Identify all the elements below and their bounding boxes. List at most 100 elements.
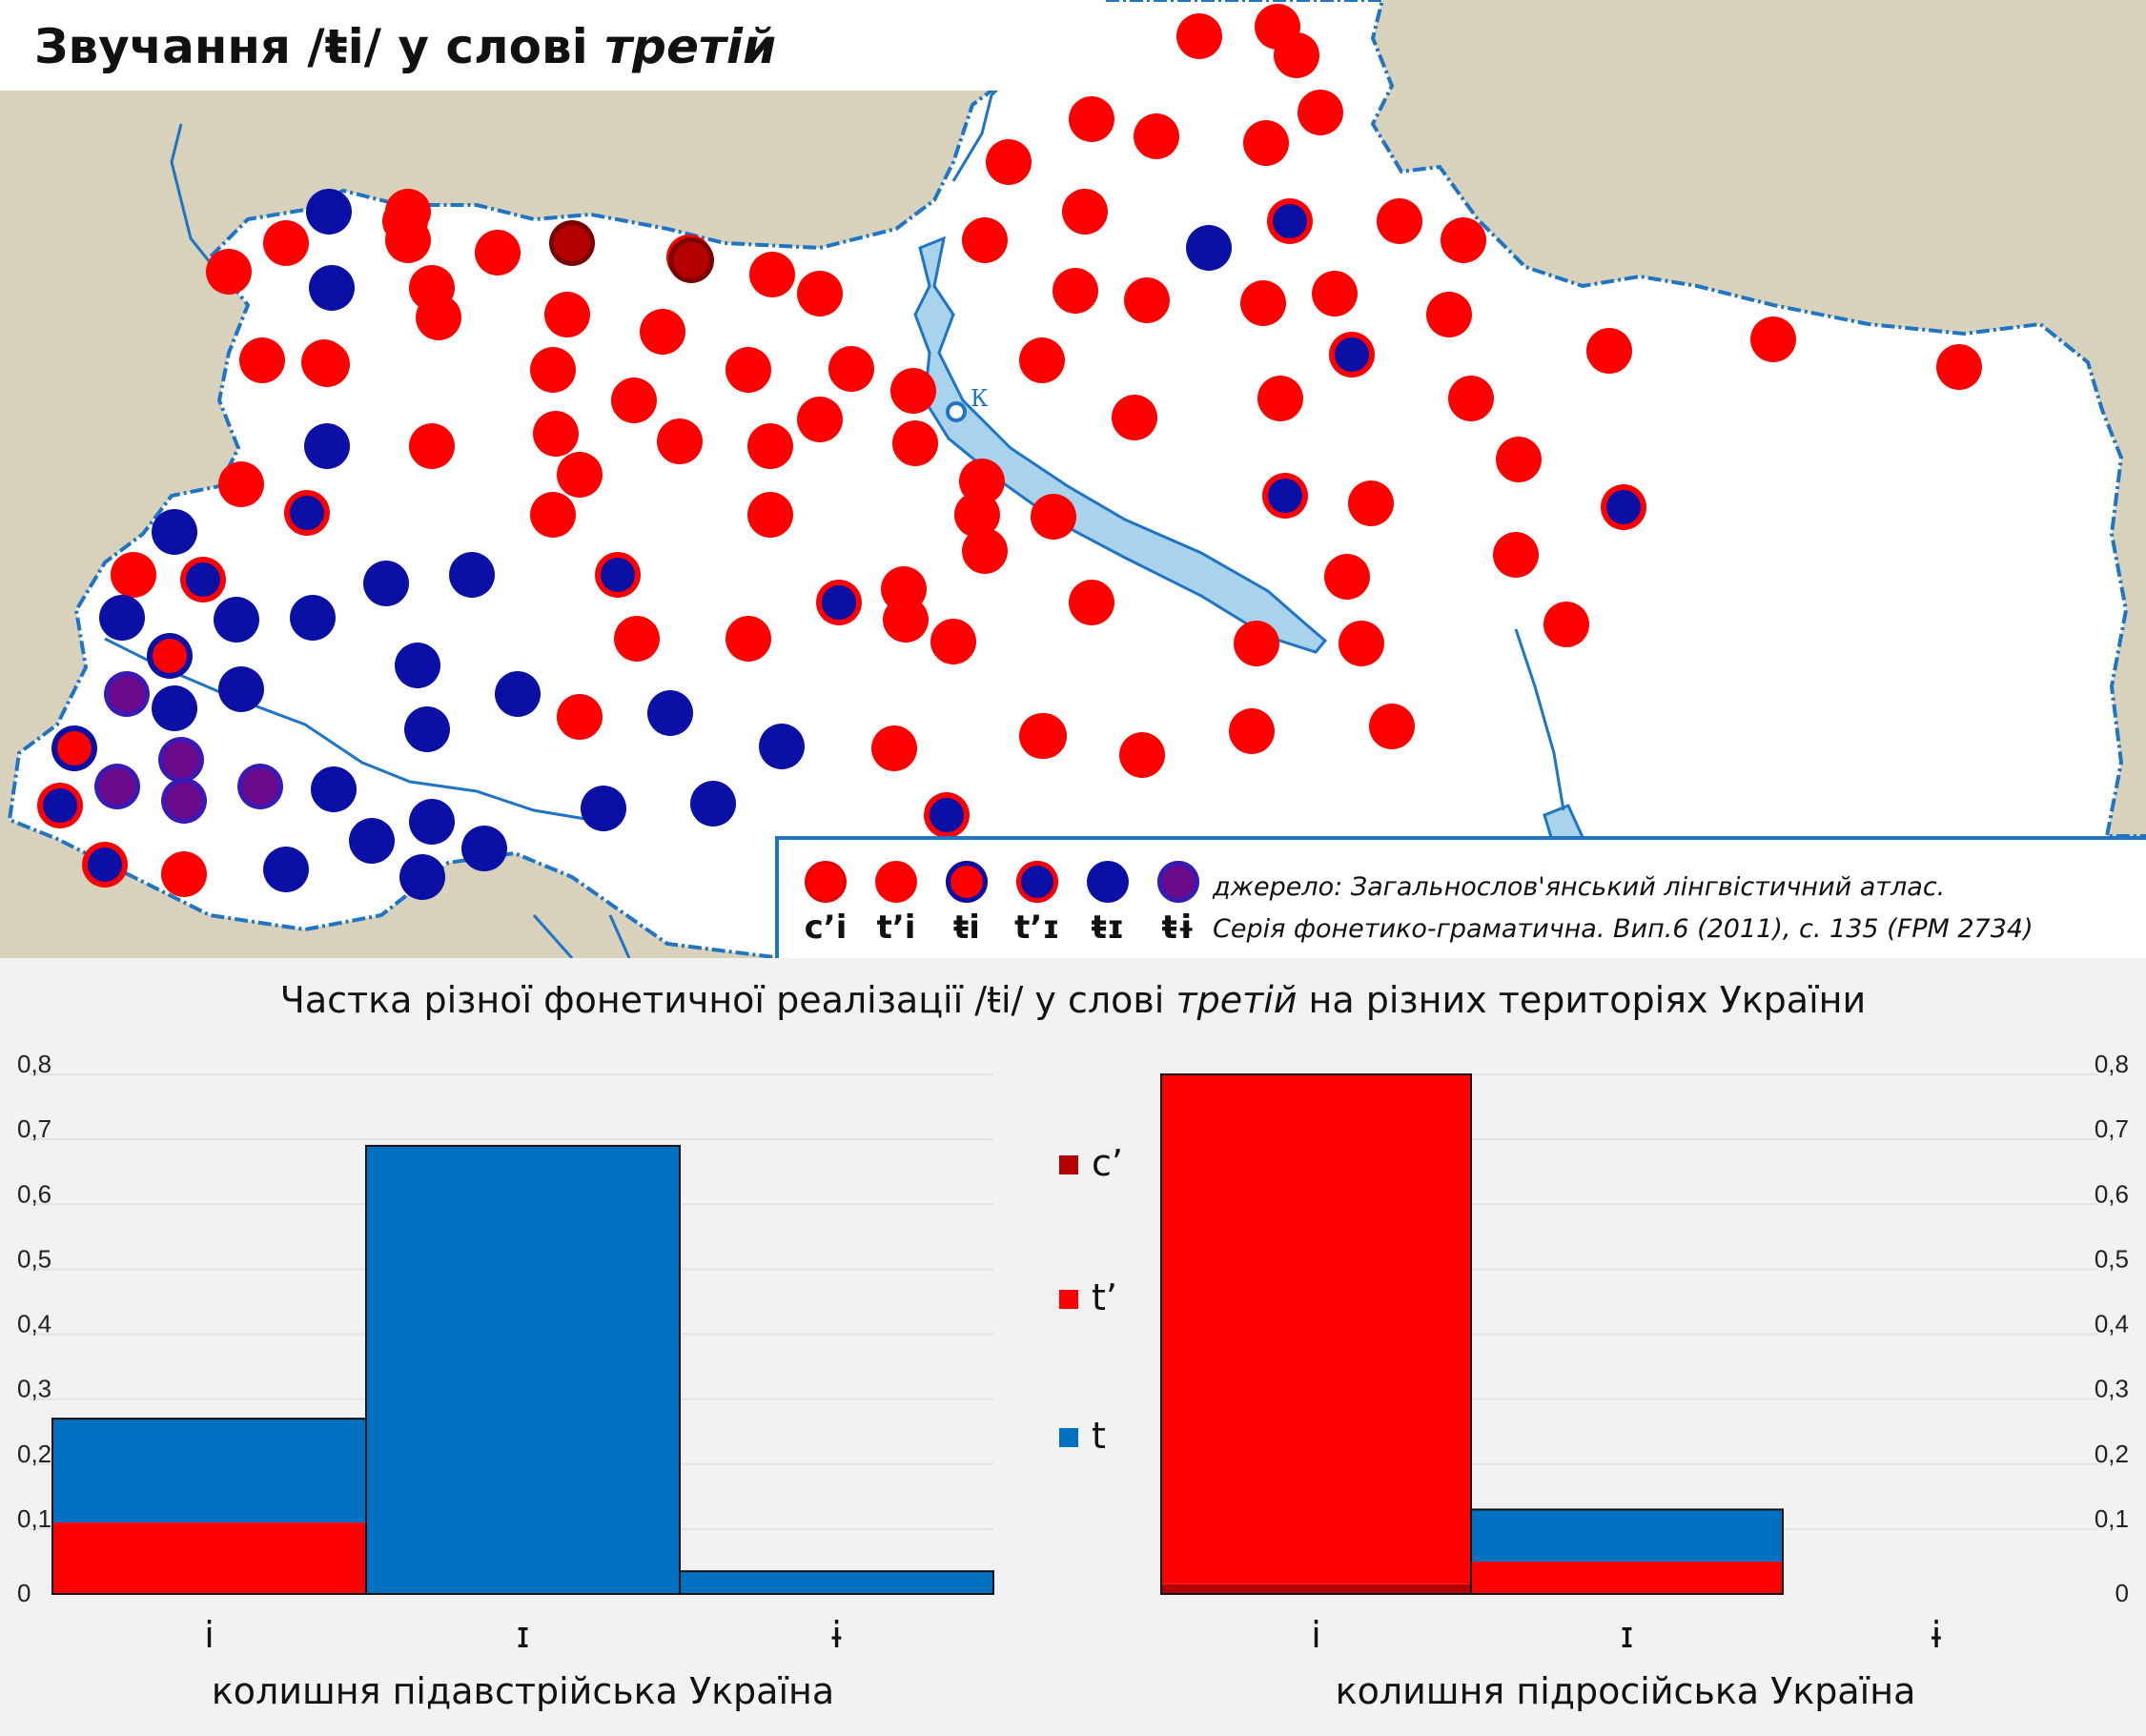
survey-point [82,842,128,888]
survey-point [1240,280,1286,326]
survey-point [1019,337,1065,383]
survey-point [363,561,409,606]
survey-point [239,337,285,383]
survey-point [152,685,197,731]
survey-point [544,292,590,337]
bar-chart-2: 0 0,1 0,2 0,3 0,4 0,5 0,6 0,7 0,8 і ɪ ɨ колишня підр… [1160,1050,2129,1712]
survey-point [1936,344,1982,390]
survey-point [1234,621,1279,666]
survey-point [930,619,976,664]
survey-point [111,552,156,598]
survey-point [1257,376,1303,421]
bar-segment [1161,1074,1471,1584]
legend-label: t’i [876,909,916,947]
survey-point [304,423,350,469]
bar-outline [1470,1508,1784,1595]
charts: 0 0,1 0,2 0,3 0,4 0,5 0,6 0,7 0,8 і ɪ ɨ колишня піда… [17,1050,2129,1712]
survey-point [1426,292,1472,337]
survey-point [1329,332,1375,378]
survey-point [449,552,495,598]
chart-legend-item: c’ [1059,1142,1123,1184]
survey-point [1053,268,1098,314]
dnipro-river [913,235,1328,654]
bar-segment [366,1145,680,1594]
survey-point [883,597,929,643]
chart-title: Частка різної фонетичної реалізації /ŧi/… [0,979,2146,1021]
bar-segment [1471,1509,1783,1562]
survey-point [1324,554,1370,600]
survey-point [1112,395,1157,440]
survey-point [1069,96,1114,142]
legend-swatch [1059,1428,1078,1447]
survey-point [640,309,685,355]
dialect-map: К [7,0,2146,958]
survey-point [1441,217,1486,263]
y-tick-label: 0,4 [17,1310,51,1338]
survey-point [37,783,83,828]
kyiv-marker [946,401,967,422]
purple-dot-icon [1157,861,1199,903]
survey-point [51,725,97,771]
survey-point [1062,189,1108,235]
legend-swatch [1059,1290,1078,1309]
survey-point [180,557,226,602]
bar-segment [52,1522,366,1594]
survey-point [747,492,793,538]
survey-point [749,252,795,297]
legend-swatch [1059,1155,1078,1174]
survey-point [161,778,207,824]
survey-point [828,346,874,392]
legend-items: c’i t’i ŧi t’ɪ ŧɪ ŧɨ [798,861,1206,947]
survey-points [37,4,1982,900]
category-label: ɪ [516,1614,529,1656]
survey-point [475,230,521,276]
chart-title-word: третій [1175,979,1298,1021]
survey-point [263,220,309,266]
survey-point [1586,328,1632,374]
legend-series-label: c’ [1092,1142,1123,1184]
survey-point [385,217,431,263]
legend-label: t’ɪ [1014,909,1060,947]
survey-point [1262,473,1308,519]
bar-outline [1160,1073,1472,1595]
legend-item-dark-red: c’i [798,861,853,947]
survey-point [816,580,862,625]
ukraine-territory [7,0,2146,958]
legend-label: ŧɨ [1161,909,1196,947]
survey-point [161,851,207,897]
category-label: ɨ [1931,1614,1942,1656]
survey-point [962,528,1008,574]
border-west-river [532,914,574,958]
x-axis-label: колишня підавстрійська Україна [212,1670,834,1712]
survey-point [533,411,579,457]
bar-outline [365,1144,681,1595]
survey-point [218,666,264,712]
survey-point [1267,198,1313,244]
survey-point [1448,376,1494,421]
y-tick-label: 0,6 [2095,1179,2129,1208]
southern-bug-river [1514,628,1565,811]
map-title-box: Звучання /ŧi/ у слові третій [0,0,1106,91]
survey-point [214,597,259,643]
y-tick-label: 0,3 [17,1375,51,1403]
survey-point [690,781,736,827]
survey-point [611,378,657,423]
y-tick-label: 0,8 [17,1050,51,1078]
survey-point [726,347,771,393]
legend-item-blue-ring-red: t’ɪ [1010,861,1065,947]
source-note: джерело: Загальнослов'янський лінгвістич… [1213,867,2034,950]
survey-point [495,671,541,717]
legend-series-label: t [1092,1415,1106,1457]
chart-legend-item: t [1059,1415,1106,1457]
survey-point [416,295,461,340]
survey-point [290,595,336,641]
dniester-river [104,637,592,822]
survey-point [581,786,626,831]
survey-point [409,423,455,469]
survey-point [1377,198,1422,244]
blue-dot-icon [1087,861,1129,903]
y-tick-label: 0,5 [2095,1244,2129,1273]
survey-point [1186,225,1232,271]
bar-segment [1161,1583,1471,1594]
survey-point [1176,13,1222,59]
